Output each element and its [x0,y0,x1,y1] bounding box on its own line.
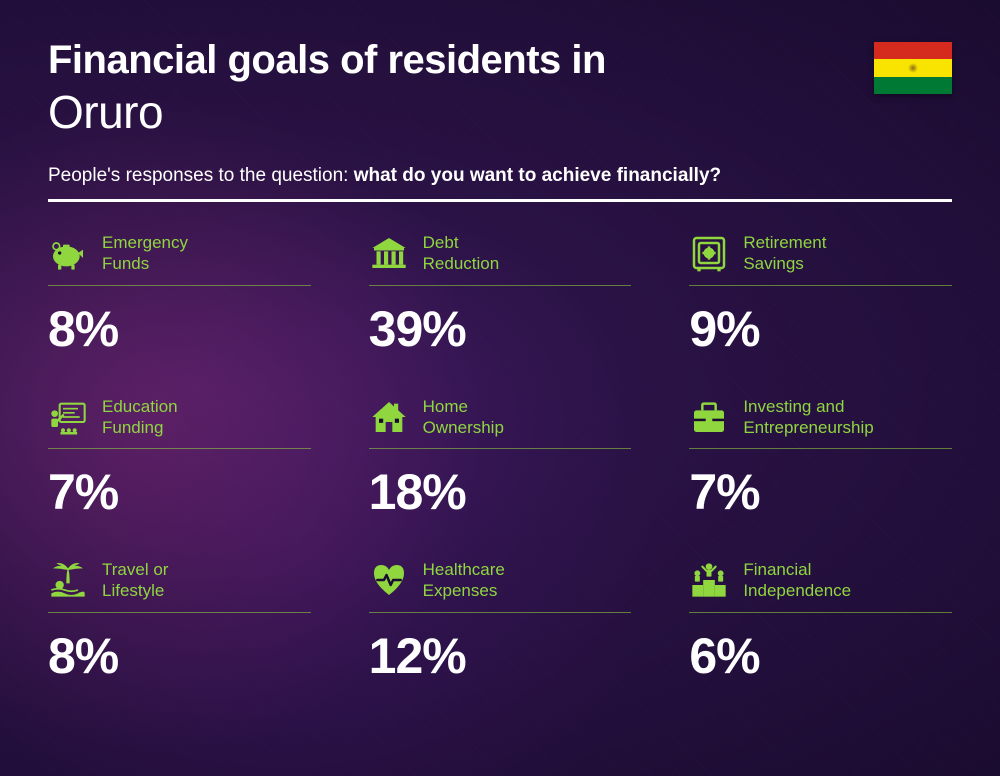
flag-stripe-top [874,42,952,59]
stats-grid: EmergencyFunds 8% DebtReduction 39% Retireme… [48,232,952,685]
stat-item-head: Investing andEntrepreneurship [689,396,952,450]
stat-value: 12% [369,627,632,685]
stat-value: 6% [689,627,952,685]
stat-item: EducationFunding 7% [48,396,311,522]
flag-stripe-middle [874,59,952,76]
stat-item-head: FinancialIndependence [689,559,952,613]
header-divider [48,199,952,202]
stat-value: 18% [369,463,632,521]
heart-icon [369,560,409,600]
subtitle-bold: what do you want to achieve financially? [354,165,721,186]
stat-item-head: HomeOwnership [369,396,632,450]
infographic-container: Financial goals of residents in Oruro Pe… [0,0,1000,723]
safe-icon [689,233,729,273]
flag-stripe-bottom [874,77,952,94]
header: Financial goals of residents in Oruro [48,38,952,139]
stat-label: Travel orLifestyle [102,559,168,602]
stat-label: EducationFunding [102,396,178,439]
title-location: Oruro [48,85,952,139]
stat-item: RetirementSavings 9% [689,232,952,358]
house-icon [369,397,409,437]
stat-item: FinancialIndependence 6% [689,559,952,685]
stat-label: RetirementSavings [743,232,826,275]
stat-item: DebtReduction 39% [369,232,632,358]
flag-bolivia [874,42,952,94]
stat-value: 7% [48,463,311,521]
stat-value: 8% [48,627,311,685]
stat-item-head: HealthcareExpenses [369,559,632,613]
stat-label: DebtReduction [423,232,500,275]
stat-item-head: EducationFunding [48,396,311,450]
stat-item-head: DebtReduction [369,232,632,286]
piggy-bank-icon [48,233,88,273]
stat-value: 9% [689,300,952,358]
stat-item: EmergencyFunds 8% [48,232,311,358]
subtitle-plain: People's responses to the question: [48,165,354,186]
stat-label: Investing andEntrepreneurship [743,396,873,439]
podium-icon [689,560,729,600]
stat-item: Investing andEntrepreneurship 7% [689,396,952,522]
subtitle: People's responses to the question: what… [48,165,952,187]
stat-item: HomeOwnership 18% [369,396,632,522]
briefcase-icon [689,397,729,437]
stat-item: Travel orLifestyle 8% [48,559,311,685]
stat-item-head: Travel orLifestyle [48,559,311,613]
stat-value: 39% [369,300,632,358]
stat-value: 7% [689,463,952,521]
flag-emblem [908,63,918,73]
stat-label: FinancialIndependence [743,559,851,602]
title-prefix: Financial goals of residents in [48,38,952,83]
bank-icon [369,233,409,273]
palm-icon [48,560,88,600]
stat-label: HomeOwnership [423,396,504,439]
stat-label: HealthcareExpenses [423,559,505,602]
stat-value: 8% [48,300,311,358]
stat-item-head: RetirementSavings [689,232,952,286]
stat-label: EmergencyFunds [102,232,188,275]
stat-item-head: EmergencyFunds [48,232,311,286]
education-icon [48,397,88,437]
stat-item: HealthcareExpenses 12% [369,559,632,685]
